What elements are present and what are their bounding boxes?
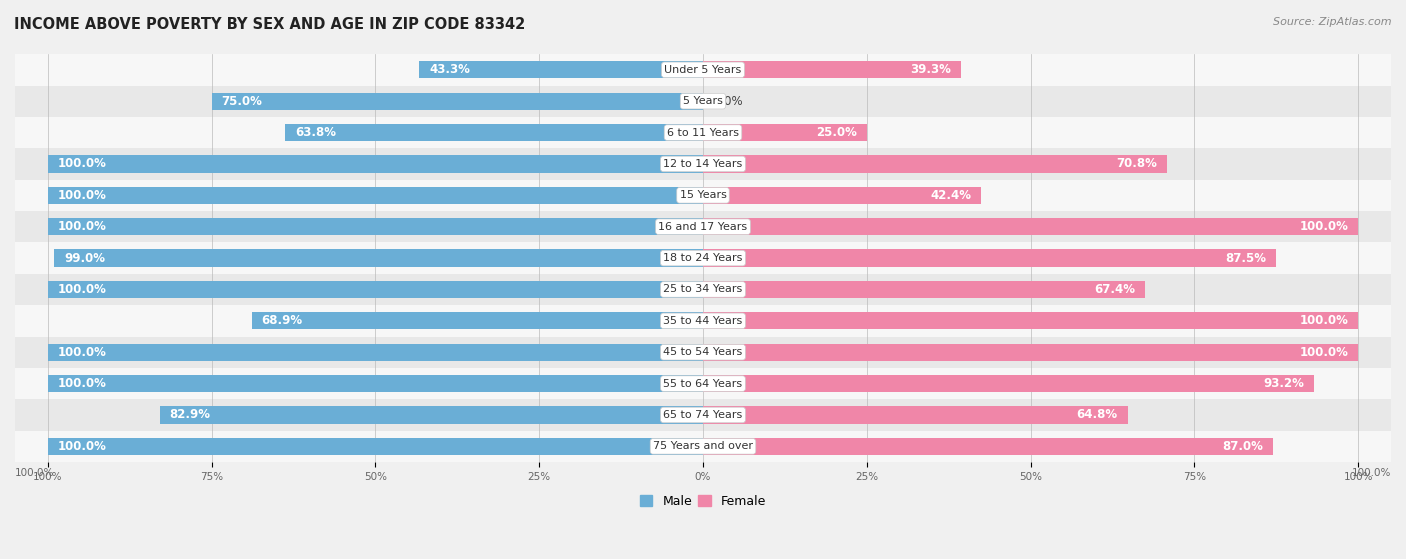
Text: 100.0%: 100.0% — [1299, 220, 1348, 233]
Text: 82.9%: 82.9% — [170, 409, 211, 421]
Bar — [15, 243, 1391, 274]
Text: 99.0%: 99.0% — [65, 252, 105, 264]
Text: 100.0%: 100.0% — [58, 377, 107, 390]
Text: 100.0%: 100.0% — [58, 440, 107, 453]
Bar — [703, 438, 1272, 455]
Bar — [252, 312, 703, 329]
Bar — [15, 430, 1391, 462]
Text: INCOME ABOVE POVERTY BY SEX AND AGE IN ZIP CODE 83342: INCOME ABOVE POVERTY BY SEX AND AGE IN Z… — [14, 17, 526, 32]
Bar — [15, 211, 1391, 243]
Bar — [15, 337, 1391, 368]
Text: 42.4%: 42.4% — [929, 189, 972, 202]
Text: 75 Years and over: 75 Years and over — [652, 442, 754, 451]
Bar — [48, 281, 703, 298]
Text: 43.3%: 43.3% — [429, 63, 470, 77]
Text: 70.8%: 70.8% — [1116, 158, 1157, 170]
Text: 64.8%: 64.8% — [1077, 409, 1118, 421]
Bar — [15, 148, 1391, 179]
Text: 93.2%: 93.2% — [1263, 377, 1303, 390]
Text: 35 to 44 Years: 35 to 44 Years — [664, 316, 742, 326]
Bar — [703, 344, 1358, 361]
Text: 63.8%: 63.8% — [295, 126, 336, 139]
Text: 100.0%: 100.0% — [1351, 468, 1391, 479]
Bar — [48, 375, 703, 392]
Text: 100.0%: 100.0% — [1299, 314, 1348, 328]
Bar — [285, 124, 703, 141]
Text: 67.4%: 67.4% — [1094, 283, 1135, 296]
Text: 39.3%: 39.3% — [910, 63, 950, 77]
Bar — [703, 61, 960, 78]
Text: 100.0%: 100.0% — [58, 189, 107, 202]
Text: 65 to 74 Years: 65 to 74 Years — [664, 410, 742, 420]
Bar — [48, 187, 703, 204]
Bar — [15, 179, 1391, 211]
Bar — [419, 61, 703, 78]
Text: 12 to 14 Years: 12 to 14 Years — [664, 159, 742, 169]
Bar — [48, 344, 703, 361]
Text: 55 to 64 Years: 55 to 64 Years — [664, 378, 742, 389]
Bar — [15, 54, 1391, 86]
Bar — [15, 305, 1391, 337]
Bar — [211, 93, 703, 110]
Bar — [48, 218, 703, 235]
Text: 25 to 34 Years: 25 to 34 Years — [664, 285, 742, 295]
Text: 16 and 17 Years: 16 and 17 Years — [658, 222, 748, 232]
Text: 100.0%: 100.0% — [58, 220, 107, 233]
Text: 25.0%: 25.0% — [815, 126, 858, 139]
Text: 75.0%: 75.0% — [221, 94, 263, 108]
Text: 45 to 54 Years: 45 to 54 Years — [664, 347, 742, 357]
Text: 100.0%: 100.0% — [58, 345, 107, 359]
Bar — [48, 155, 703, 173]
Bar — [160, 406, 703, 424]
Text: Under 5 Years: Under 5 Years — [665, 65, 741, 75]
Bar — [55, 249, 703, 267]
Text: 87.0%: 87.0% — [1222, 440, 1263, 453]
Text: 100.0%: 100.0% — [1299, 345, 1348, 359]
Bar — [703, 187, 981, 204]
Text: 5 Years: 5 Years — [683, 96, 723, 106]
Text: 18 to 24 Years: 18 to 24 Years — [664, 253, 742, 263]
Bar — [703, 249, 1277, 267]
Text: 100.0%: 100.0% — [15, 468, 55, 479]
Bar — [703, 124, 868, 141]
Bar — [15, 117, 1391, 148]
Bar — [15, 86, 1391, 117]
Text: 100.0%: 100.0% — [58, 158, 107, 170]
Text: 87.5%: 87.5% — [1226, 252, 1267, 264]
Bar — [703, 218, 1358, 235]
Text: Source: ZipAtlas.com: Source: ZipAtlas.com — [1274, 17, 1392, 27]
Bar — [703, 375, 1313, 392]
Text: 68.9%: 68.9% — [262, 314, 302, 328]
Text: 6 to 11 Years: 6 to 11 Years — [666, 127, 740, 138]
Bar — [15, 368, 1391, 399]
Bar — [703, 281, 1144, 298]
Text: 15 Years: 15 Years — [679, 190, 727, 200]
Text: 100.0%: 100.0% — [58, 283, 107, 296]
Bar — [703, 312, 1358, 329]
Bar — [15, 274, 1391, 305]
Bar — [15, 399, 1391, 430]
Bar — [703, 406, 1128, 424]
Bar — [703, 155, 1167, 173]
Legend: Male, Female: Male, Female — [636, 490, 770, 513]
Text: 0.0%: 0.0% — [713, 94, 742, 108]
Bar — [48, 438, 703, 455]
